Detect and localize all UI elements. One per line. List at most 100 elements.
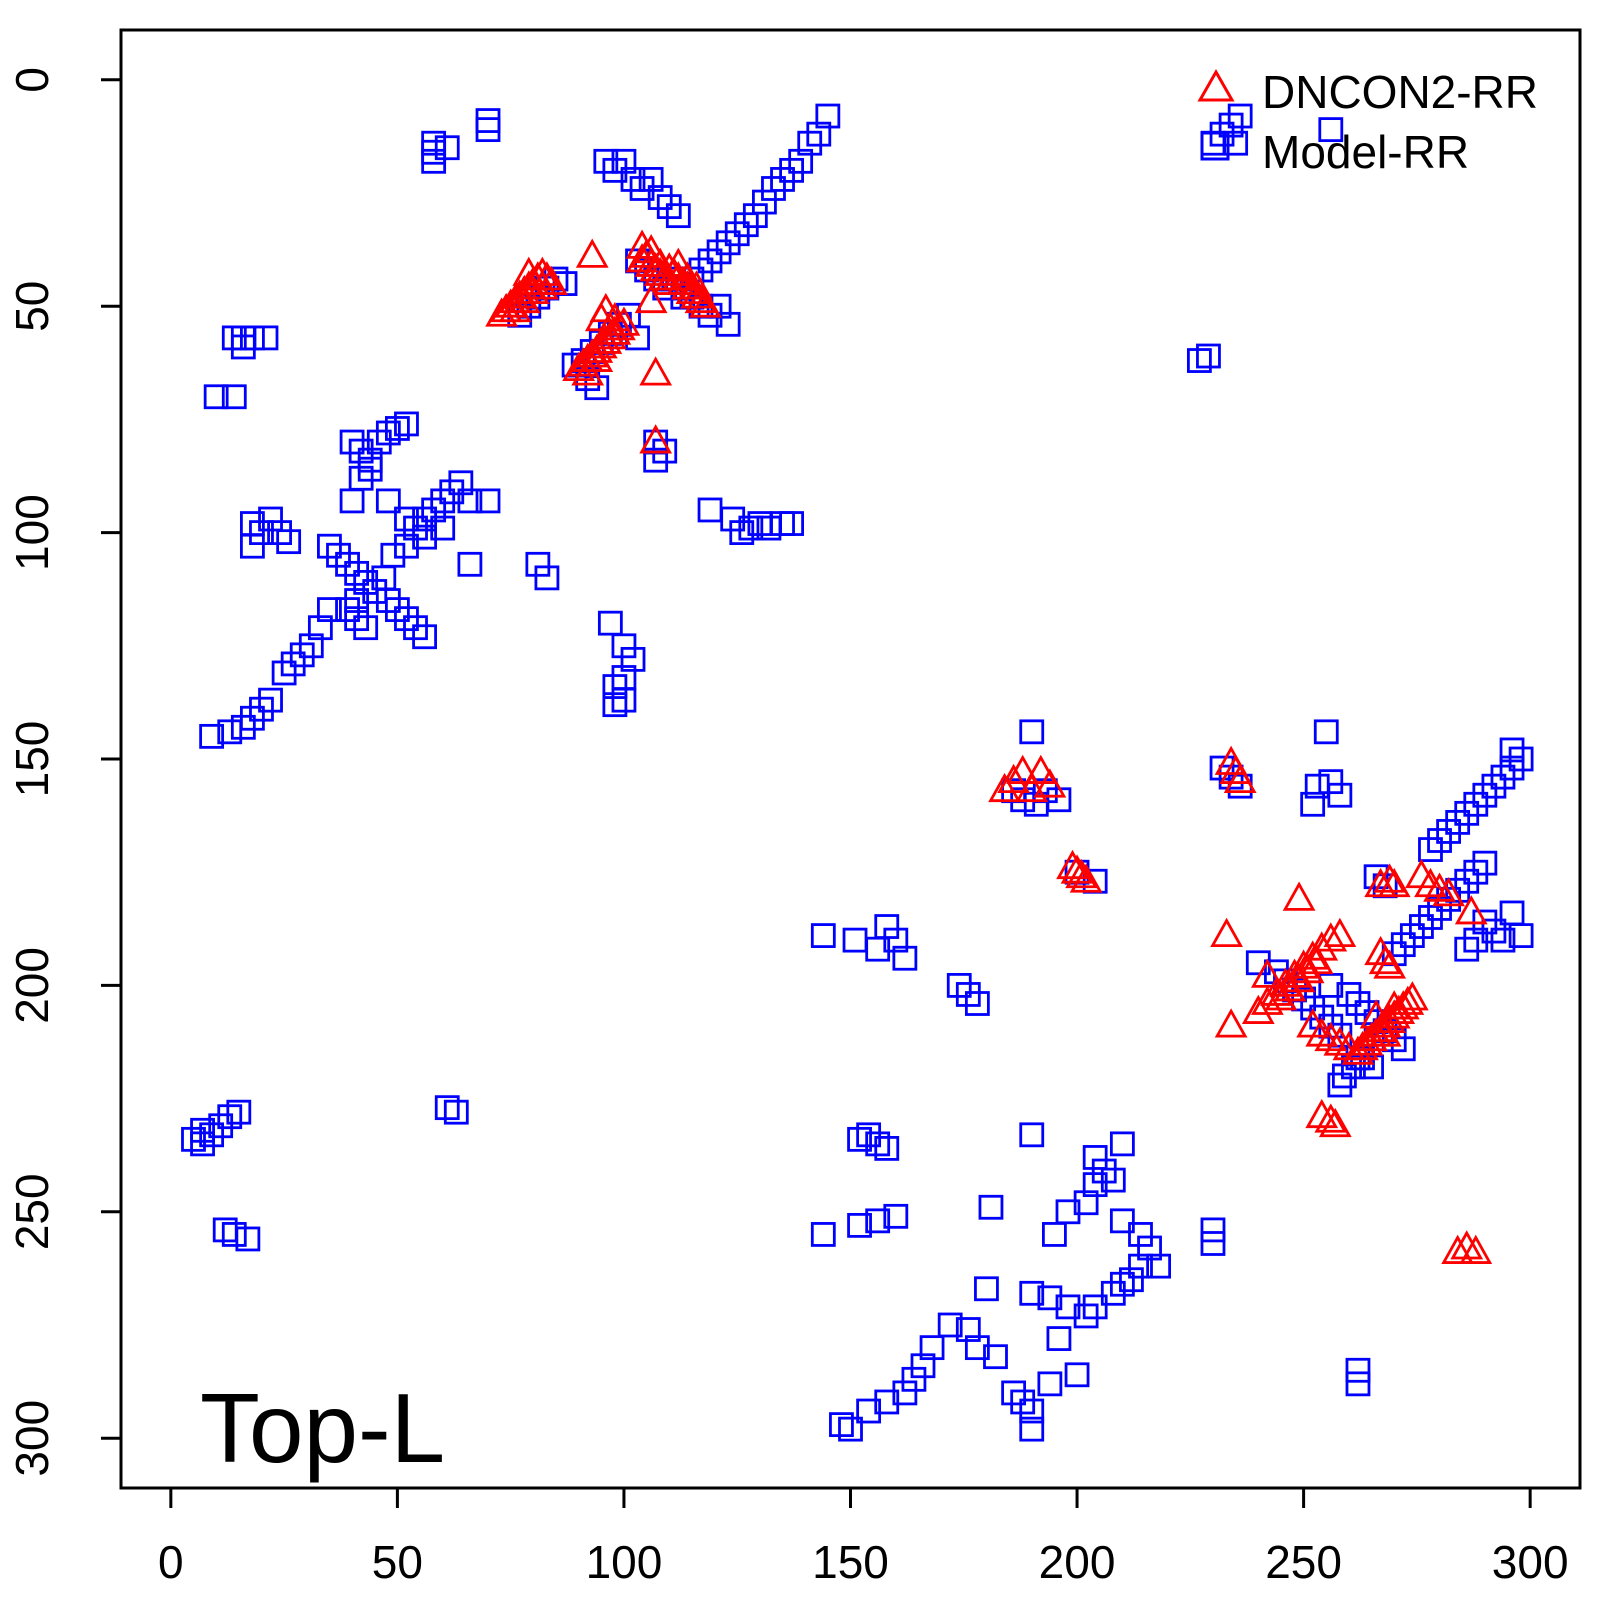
y-tick-label: 50 [6, 281, 58, 332]
annotation-label: Top-L [200, 1373, 445, 1483]
model-rr-point [955, 1317, 981, 1342]
dncon2-rr-point [1441, 1234, 1475, 1264]
model-rr-point [1454, 868, 1480, 894]
model-rr-point [353, 570, 379, 595]
model-rr-point [1128, 1222, 1153, 1247]
dncon2-rr-point [1314, 1021, 1348, 1052]
model-rr-point [611, 633, 637, 659]
model-rr-point [1082, 1294, 1108, 1320]
model-rr-point [298, 633, 324, 659]
model-rr-point [602, 692, 628, 718]
model-rr-point [412, 624, 437, 650]
model-rr-point [1200, 1231, 1226, 1256]
dncon2-rr-point [1314, 922, 1348, 952]
model-rr-point [235, 1226, 261, 1252]
model-rr-point [335, 597, 360, 622]
model-rr-point [1223, 130, 1249, 156]
dncon2-rr-point [1282, 963, 1316, 993]
dncon2-rr-point [1305, 1098, 1339, 1129]
model-rr-point [983, 1344, 1008, 1370]
model-rr-point [706, 239, 732, 265]
model-rr-point [733, 212, 759, 238]
model-rr-point [412, 524, 437, 550]
model-rr-point [375, 420, 401, 446]
x-tick-label: 250 [1265, 1536, 1342, 1588]
model-rr-point [375, 488, 401, 514]
dncon2-rr-point [689, 288, 722, 318]
model-rr-point [384, 416, 410, 441]
model-rr-point [1037, 1371, 1063, 1397]
model-rr-point [1454, 800, 1480, 826]
dncon2-rr-point [516, 274, 550, 305]
legend-label-model: Model-RR [1262, 126, 1469, 178]
model-rr-point [344, 588, 370, 613]
model-rr-point [1128, 1253, 1153, 1279]
model-rr-point [1119, 1267, 1144, 1293]
model-rr-point [829, 1412, 854, 1438]
dncon2-rr-point [680, 270, 713, 300]
dncon2-rr-point [997, 763, 1031, 794]
model-rr-point [434, 135, 460, 161]
dncon2-rr-point [652, 252, 686, 282]
model-rr-point [838, 1416, 863, 1442]
model-rr-point [810, 1222, 836, 1247]
x-tick-label: 300 [1492, 1536, 1569, 1588]
model-rr-point [647, 185, 673, 210]
model-rr-point [339, 429, 365, 455]
dncon2-rr-point [580, 342, 614, 372]
model-rr-point [883, 1203, 909, 1229]
model-rr-point [656, 194, 682, 219]
dncon2-rr-point [1300, 944, 1334, 975]
model-rr-point [335, 551, 360, 577]
model-rr-point [357, 456, 383, 482]
model-rr-point [1399, 923, 1425, 948]
model-rr-point [1100, 1167, 1126, 1193]
dncon2-rr-point [639, 424, 673, 454]
model-rr-point [1055, 1199, 1081, 1225]
model-rr-point [230, 334, 256, 360]
model-rr-point [534, 565, 560, 591]
model-rr-point [1327, 1072, 1353, 1098]
model-rr-point [412, 506, 437, 532]
dncon2-rr-point [1065, 858, 1098, 889]
model-rr-point [1109, 1131, 1135, 1157]
model-rr-point [742, 203, 768, 229]
model-rr-point [1445, 809, 1471, 835]
model-rr-point [955, 982, 981, 1007]
model-rr-point [815, 103, 841, 129]
dncon2-rr-point [1214, 1008, 1248, 1038]
legend-marker-model [1200, 131, 1230, 161]
model-rr-point [1091, 1158, 1117, 1184]
model-rr-point [421, 497, 447, 523]
model-rr-point [439, 479, 465, 505]
dncon2-rr-point [1264, 981, 1298, 1011]
x-tick-label: 200 [1039, 1536, 1116, 1588]
model-rr-point [1499, 737, 1525, 763]
model-rr-point [366, 429, 392, 455]
dncon2-rr-point [1273, 972, 1307, 1002]
model-rr-point [326, 542, 351, 568]
model-rr-point [190, 1117, 215, 1143]
model-rr-point [344, 560, 370, 586]
model-rr-point [217, 1104, 243, 1130]
x-tick-label: 50 [372, 1536, 423, 1588]
model-rr-point [964, 991, 990, 1016]
model-rr-point [665, 203, 691, 229]
model-rr-point [1499, 900, 1525, 926]
model-rr-point [208, 1113, 234, 1139]
model-rr-point [448, 470, 474, 496]
model-rr-point [1146, 1253, 1172, 1279]
model-rr-point [190, 1131, 215, 1157]
dncon2-rr-point [1223, 763, 1257, 794]
dncon2-rr-point [1323, 917, 1357, 947]
model-rr-point [874, 914, 900, 939]
model-rr-point [1019, 1398, 1045, 1424]
model-rr-point [421, 148, 447, 174]
model-rr-point [317, 533, 342, 559]
model-rr-point [203, 384, 229, 410]
model-rr-point [602, 157, 628, 183]
model-rr-point [1137, 1235, 1162, 1261]
model-rr-point [847, 1212, 872, 1238]
model-rr-point [271, 660, 297, 686]
